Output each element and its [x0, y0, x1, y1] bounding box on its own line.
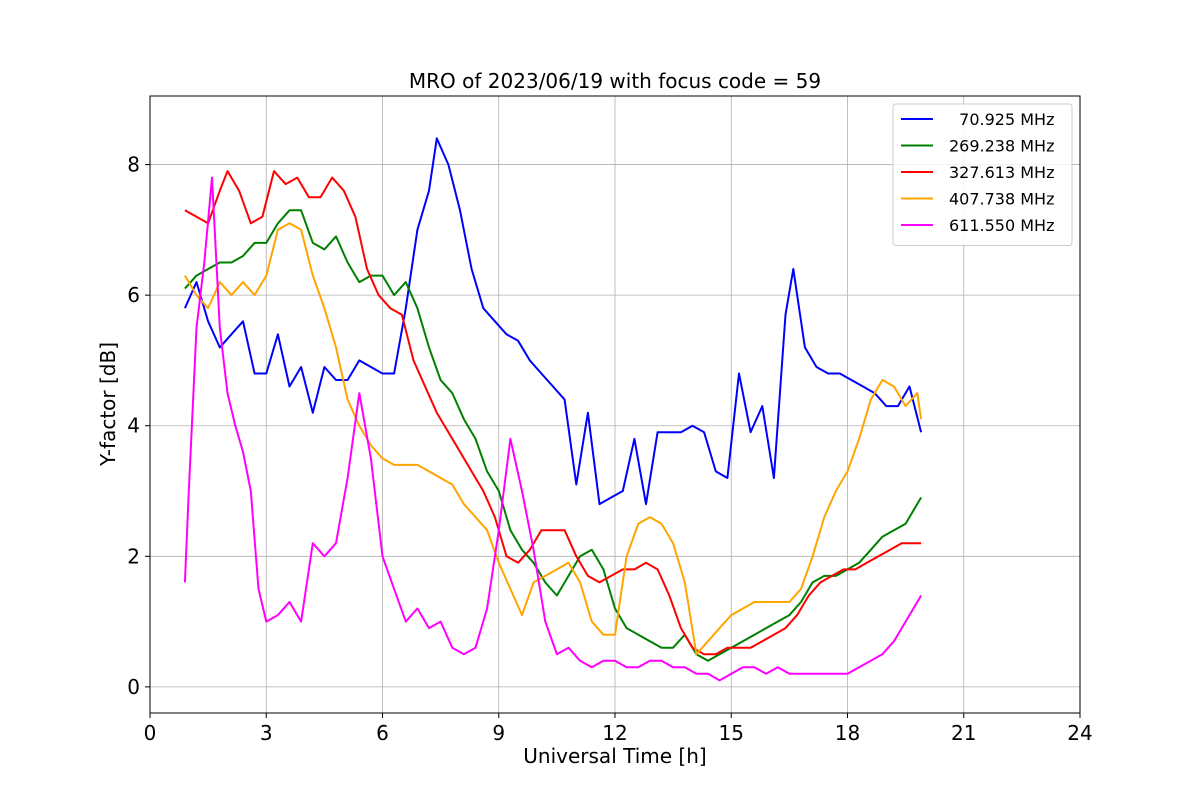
- x-tick-label: 3: [260, 721, 273, 745]
- y-tick-label: 4: [127, 414, 140, 438]
- legend-label-3: 407.738 MHz: [949, 190, 1054, 209]
- y-axis: 0 2 4 6 8: [127, 153, 150, 699]
- x-axis-label: Universal Time [h]: [523, 744, 706, 768]
- series-line-1: [184, 209, 922, 662]
- series-line-4: [183, 176, 922, 682]
- x-tick-label: 15: [719, 721, 744, 745]
- legend: 70.925 MHz 269.238 MHz 327.613 MHz 407.738 …: [892, 103, 1073, 246]
- y-tick-label: 8: [127, 153, 140, 177]
- series-line-2: [184, 170, 922, 656]
- series-layer: [183, 137, 923, 682]
- y-axis-label: Y-factor [dB]: [96, 342, 120, 467]
- x-tick-label: 21: [951, 721, 976, 745]
- x-tick-label: 6: [376, 721, 389, 745]
- y-tick-label: 0: [127, 675, 140, 699]
- x-tick-label: 18: [835, 721, 860, 745]
- x-tick-label: 9: [492, 721, 505, 745]
- x-tick-label: 12: [602, 721, 627, 745]
- series-line-3: [184, 222, 923, 656]
- legend-label-4: 611.550 MHz: [949, 216, 1054, 235]
- legend-label-2: 327.613 MHz: [949, 163, 1054, 182]
- series-line-0: [183, 137, 923, 506]
- x-tick-label: 24: [1067, 721, 1092, 745]
- legend-box: [892, 103, 1073, 246]
- chart-title: MRO of 2023/06/19 with focus code = 59: [409, 69, 821, 93]
- y-tick-label: 2: [127, 544, 140, 568]
- y-tick-label: 6: [127, 283, 140, 307]
- x-axis: 0 3 6 9 12 15 18 21 24: [144, 713, 1093, 745]
- legend-label-0: 70.925 MHz: [949, 110, 1054, 129]
- legend-label-1: 269.238 MHz: [949, 137, 1054, 156]
- x-tick-label: 0: [144, 721, 157, 745]
